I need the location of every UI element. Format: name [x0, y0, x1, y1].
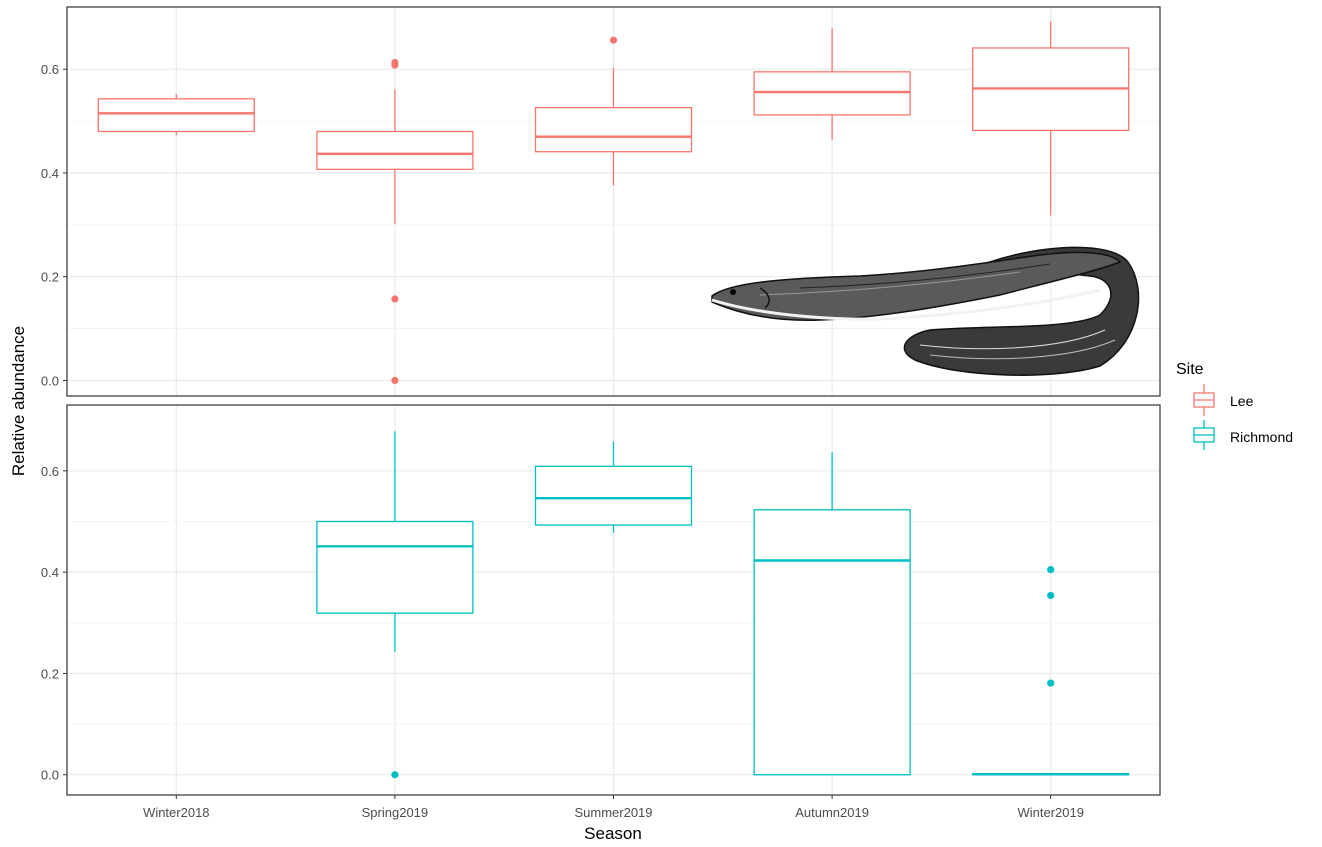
box-richmond-Spring2019	[316, 431, 474, 779]
box-layer	[97, 21, 1130, 779]
box-richmond-Summer2019	[534, 441, 693, 533]
y-tick-label-richmond: 0.4	[41, 565, 59, 580]
outlier-point	[391, 295, 399, 303]
x-tick-label: Winter2018	[143, 805, 209, 820]
legend-key-lee	[1193, 384, 1215, 416]
box-iqr	[97, 98, 255, 133]
box-iqr	[316, 520, 474, 614]
legend: Site Lee Richmond	[1176, 361, 1293, 450]
legend-label-richmond: Richmond	[1230, 429, 1293, 445]
outlier-point	[391, 771, 399, 779]
box-iqr	[534, 465, 693, 526]
box-iqr	[534, 106, 693, 153]
legend-title: Site	[1176, 361, 1204, 378]
box-richmond-Winter2019	[972, 566, 1130, 776]
box-richmond-Autumn2019	[753, 452, 911, 776]
x-tick-label: Autumn2019	[795, 805, 869, 820]
box-iqr	[316, 130, 474, 170]
x-axis-title: Season	[584, 824, 642, 843]
box-lee-Winter2019	[972, 21, 1130, 216]
axis-layer: 0.0 0.2 0.4 0.6 0.0 0.2 0.4 0.6 Winter2018 Spring…	[41, 62, 1084, 820]
eel-illustration	[711, 246, 1140, 376]
y-tick-label-lee: 0.4	[41, 166, 59, 181]
box-lee-Spring2019	[316, 58, 474, 385]
box-lee-Summer2019	[534, 36, 693, 186]
y-tick-label-lee: 0.2	[41, 270, 59, 285]
box-iqr	[753, 71, 911, 116]
y-tick-label-lee: 0.6	[41, 62, 59, 77]
legend-label-lee: Lee	[1230, 393, 1254, 409]
outlier-point	[1047, 679, 1055, 687]
y-tick-label-richmond: 0.0	[41, 768, 59, 783]
outlier-point	[391, 376, 399, 385]
outlier-point	[391, 61, 399, 69]
y-axis-title: Relative abundance	[9, 326, 28, 476]
outlier-point	[1047, 566, 1055, 574]
y-tick-label-richmond: 0.2	[41, 666, 59, 681]
x-tick-label: Winter2019	[1017, 805, 1083, 820]
outlier-point	[609, 36, 618, 44]
box-iqr	[753, 509, 911, 776]
y-tick-label-lee: 0.0	[41, 373, 59, 388]
x-tick-label: Summer2019	[574, 805, 652, 820]
legend-key-richmond	[1193, 420, 1215, 450]
y-tick-label-richmond: 0.6	[41, 464, 59, 479]
box-lee-Autumn2019	[753, 28, 911, 140]
panel-lee-border	[66, 6, 1161, 397]
x-tick-label: Spring2019	[362, 805, 429, 820]
box-lee-Winter2018	[97, 94, 255, 136]
outlier-point	[1047, 591, 1055, 600]
